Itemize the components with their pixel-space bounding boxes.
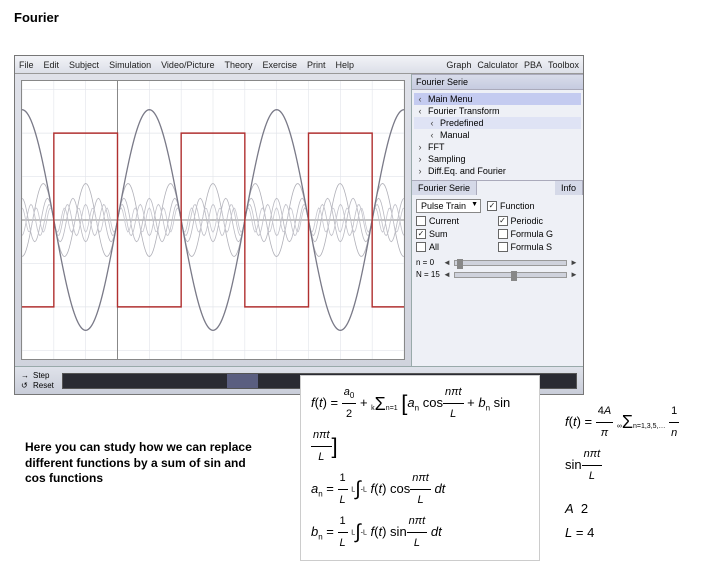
slider-track[interactable] (454, 272, 567, 278)
nav-label: Predefined (436, 118, 484, 128)
slider-var: N = 15 (416, 270, 442, 279)
nav-item-3[interactable]: ‹Manual (414, 129, 581, 141)
slider-track[interactable] (454, 260, 567, 266)
slider-var: n = 0 (416, 258, 442, 267)
nav-label: Sampling (424, 154, 466, 164)
nav-label: Diff.Eq. and Fourier (424, 166, 506, 176)
side-panel: Fourier Serie ‹Main Menu‹Fourier Transfo… (411, 74, 583, 366)
arrow-right-icon[interactable]: ► (569, 270, 579, 279)
nav-label: Manual (436, 130, 470, 140)
menu-graph[interactable]: Graph (446, 60, 471, 70)
menu-theory[interactable]: Theory (224, 60, 252, 70)
reset-icon: ↺ (21, 381, 33, 390)
menu-calculator[interactable]: Calculator (477, 60, 518, 70)
slider-n[interactable]: n = 0◄ ► (416, 258, 579, 267)
nav-bullet-icon: ‹ (416, 106, 424, 116)
chk-formula s[interactable] (498, 242, 508, 252)
menu-toolbox[interactable]: Toolbox (548, 60, 579, 70)
lbl-all: All (429, 242, 439, 252)
step-button[interactable]: →Step (21, 371, 54, 380)
menu-exercise[interactable]: Exercise (262, 60, 297, 70)
menubar: File Edit Subject Simulation Video/Pictu… (15, 56, 583, 74)
menu-help[interactable]: Help (336, 60, 355, 70)
chk-all[interactable] (416, 242, 426, 252)
nav-item-2[interactable]: ‹Predefined (414, 117, 581, 129)
arrow-left-icon[interactable]: ◄ (442, 270, 452, 279)
lbl-function: Function (500, 201, 535, 211)
nav-item-6[interactable]: ›Diff.Eq. and Fourier (414, 165, 581, 177)
nav-list: ‹Main Menu‹Fourier Transform‹Predefined‹… (412, 90, 583, 180)
nav-bullet-icon: › (416, 142, 424, 152)
formula-card-specific: f(t) = 4Aπ ∞Σn=1,3,5,… 1n sinnπtL A 2 L … (555, 395, 705, 552)
nav-item-4[interactable]: ›FFT (414, 141, 581, 153)
timeline-marker (227, 374, 258, 388)
nav-item-0[interactable]: ‹Main Menu (414, 93, 581, 105)
slider-N[interactable]: N = 15◄ ► (416, 270, 579, 279)
menu-simulation[interactable]: Simulation (109, 60, 151, 70)
arrow-right-icon[interactable]: ► (569, 258, 579, 267)
nav-bullet-icon: ‹ (428, 130, 436, 140)
slider-knob[interactable] (457, 259, 463, 269)
menu-edit[interactable]: Edit (44, 60, 60, 70)
nav-label: FFT (424, 142, 445, 152)
menu-print[interactable]: Print (307, 60, 326, 70)
chk-current[interactable] (416, 216, 426, 226)
arrow-right-icon: → (21, 371, 33, 380)
nav-label: Fourier Transform (424, 106, 500, 116)
caption-text: Here you can study how we can replace di… (25, 440, 265, 487)
nav-item-1[interactable]: ‹Fourier Transform (414, 105, 581, 117)
slider-knob[interactable] (511, 271, 517, 281)
wave-select[interactable]: Pulse Train (416, 199, 481, 213)
nav-bullet-icon: ‹ (428, 118, 436, 128)
lbl-sum: Sum (429, 229, 448, 239)
tab-fourier-serie[interactable]: Fourier Serie (412, 181, 477, 195)
chk-function[interactable] (487, 201, 497, 211)
chk-formula g[interactable] (498, 229, 508, 239)
page-title: Fourier (14, 10, 59, 25)
nav-item-5[interactable]: ›Sampling (414, 153, 581, 165)
formula-card-general: f(t) = a02 + kΣn=1 [an cosnπtL + bn sinn… (300, 375, 540, 561)
reset-label: Reset (33, 381, 54, 390)
nav-bullet-icon: › (416, 166, 424, 176)
chk-periodic[interactable] (498, 216, 508, 226)
nav-bullet-icon: ‹ (416, 94, 424, 104)
lbl-formula s: Formula S (511, 242, 553, 252)
nav-label: Main Menu (424, 94, 473, 104)
lbl-periodic: Periodic (511, 216, 544, 226)
panel-header-fourier: Fourier Serie (412, 74, 583, 90)
app-window: File Edit Subject Simulation Video/Pictu… (14, 55, 584, 395)
menu-subject[interactable]: Subject (69, 60, 99, 70)
menu-pba[interactable]: PBA (524, 60, 542, 70)
menu-file[interactable]: File (19, 60, 34, 70)
arrow-left-icon[interactable]: ◄ (442, 258, 452, 267)
menu-video[interactable]: Video/Picture (161, 60, 214, 70)
tab-info[interactable]: Info (555, 181, 583, 195)
lbl-current: Current (429, 216, 459, 226)
plot-area (21, 80, 405, 360)
lbl-formula g: Formula G (511, 229, 554, 239)
reset-button[interactable]: ↺Reset (21, 381, 54, 390)
nav-bullet-icon: › (416, 154, 424, 164)
step-label: Step (33, 371, 49, 380)
chk-sum[interactable] (416, 229, 426, 239)
